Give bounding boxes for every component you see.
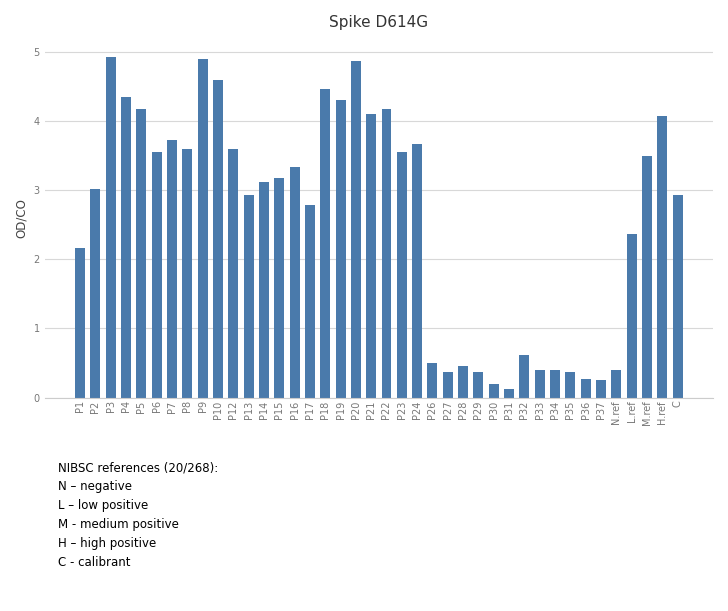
Bar	[259, 182, 269, 398]
Title: Spike D614G: Spike D614G	[329, 15, 428, 30]
Bar	[121, 97, 131, 398]
Bar	[612, 370, 621, 398]
Bar	[381, 109, 392, 398]
Bar	[596, 380, 606, 398]
Bar	[274, 178, 284, 398]
Bar	[167, 141, 177, 398]
Bar	[504, 389, 514, 398]
Bar	[197, 59, 207, 398]
Bar	[75, 247, 85, 398]
Text: NIBSC references (20/268):
N – negative
L – low positive
M - medium positive
H –: NIBSC references (20/268): N – negative …	[58, 461, 218, 569]
Bar	[151, 152, 162, 398]
Bar	[397, 152, 407, 398]
Bar	[458, 367, 468, 398]
Bar	[136, 109, 146, 398]
Bar	[106, 57, 116, 398]
Bar	[90, 189, 100, 398]
Bar	[182, 148, 192, 398]
Bar	[320, 89, 331, 398]
Bar	[412, 144, 422, 398]
Bar	[366, 114, 376, 398]
Bar	[229, 148, 238, 398]
Bar	[336, 100, 346, 398]
Bar	[488, 384, 499, 398]
Bar	[244, 195, 253, 398]
Bar	[519, 354, 529, 398]
Bar	[473, 372, 483, 398]
Bar	[443, 372, 453, 398]
Bar	[657, 116, 668, 398]
Bar	[427, 363, 438, 398]
Bar	[213, 79, 223, 398]
Bar	[290, 167, 299, 398]
Bar	[581, 379, 590, 398]
Bar	[627, 234, 637, 398]
Bar	[351, 61, 361, 398]
Bar	[550, 370, 560, 398]
Bar	[535, 370, 545, 398]
Y-axis label: OD/CO: OD/CO	[15, 198, 28, 238]
Bar	[642, 156, 652, 398]
Bar	[566, 372, 575, 398]
Bar	[673, 195, 683, 398]
Bar	[305, 205, 314, 398]
